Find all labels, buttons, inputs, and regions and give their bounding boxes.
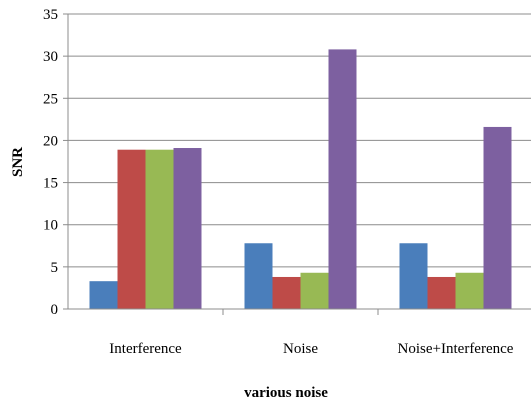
axes: [63, 13, 531, 315]
y-axis-title: SNR: [10, 147, 26, 177]
bar: [483, 126, 512, 309]
y-tick-label: 10: [43, 218, 58, 234]
y-tick-label: 0: [51, 302, 59, 318]
bar: [455, 272, 484, 309]
bar: [272, 276, 301, 309]
bar: [173, 148, 202, 309]
x-category-label: Noise: [283, 341, 318, 357]
x-axis-title: various noise: [244, 385, 328, 401]
y-tick-label: 15: [43, 176, 58, 192]
y-tick-label: 35: [43, 7, 58, 23]
bar: [145, 149, 174, 309]
bars: [89, 49, 512, 310]
x-category-label: Noise+Interference: [398, 341, 514, 357]
bar: [117, 149, 146, 309]
y-tick-label: 20: [43, 133, 58, 149]
y-tick-label: 5: [51, 260, 59, 276]
bar: [244, 243, 273, 309]
y-tick-label: 30: [43, 49, 58, 65]
bar: [399, 243, 428, 309]
y-tick-label: 25: [43, 91, 58, 107]
x-category-label: Interference: [109, 341, 182, 357]
bar: [89, 281, 118, 309]
bar: [300, 272, 329, 309]
bar: [328, 49, 357, 310]
labels: 0 5 10 15 20 25 30 35 Interference Noise Noise+Int…: [43, 7, 514, 357]
bar: [427, 276, 456, 309]
